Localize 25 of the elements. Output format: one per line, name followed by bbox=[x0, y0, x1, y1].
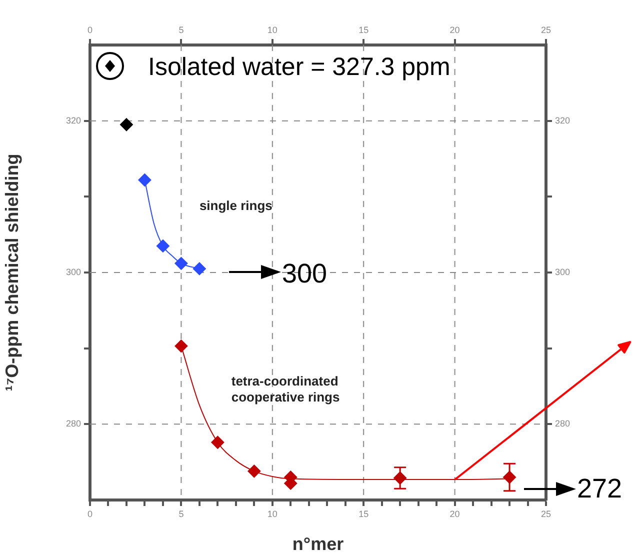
x-tick-label: 25 bbox=[540, 508, 552, 519]
y2-tick-label: 300 bbox=[555, 266, 570, 277]
y-axis-title: ¹⁷O-ppm chemical shielding bbox=[2, 154, 22, 392]
x2-tick-label: 5 bbox=[178, 25, 184, 36]
x2-tick-label: 0 bbox=[87, 25, 93, 36]
x-tick-label: 0 bbox=[87, 508, 93, 519]
annotation: tetra-coordinated cooperative rings bbox=[231, 373, 340, 405]
y2-tick-label: 320 bbox=[555, 115, 570, 126]
y-tick-label: 280 bbox=[66, 418, 81, 429]
y-tick-label: 300 bbox=[66, 266, 81, 277]
x-tick-label: 10 bbox=[267, 508, 278, 519]
annotation: 300 bbox=[282, 258, 328, 288]
text: 272 bbox=[577, 473, 622, 504]
x2-tick-label: 25 bbox=[540, 25, 552, 36]
x2-tick-label: 15 bbox=[358, 25, 369, 36]
x-tick-label: 15 bbox=[358, 508, 369, 519]
y2-tick-label: 280 bbox=[555, 418, 570, 429]
annotation: Isolated water = 327.3 ppm bbox=[148, 52, 450, 81]
x-tick-label: 20 bbox=[450, 508, 460, 519]
x2-tick-label: 20 bbox=[450, 25, 460, 36]
y-tick-label: 320 bbox=[66, 115, 81, 126]
annotation: single rings bbox=[199, 198, 272, 214]
x-tick-label: 5 bbox=[178, 508, 184, 519]
x-axis-title: n°mer bbox=[292, 534, 344, 554]
x2-tick-label: 10 bbox=[267, 25, 278, 36]
